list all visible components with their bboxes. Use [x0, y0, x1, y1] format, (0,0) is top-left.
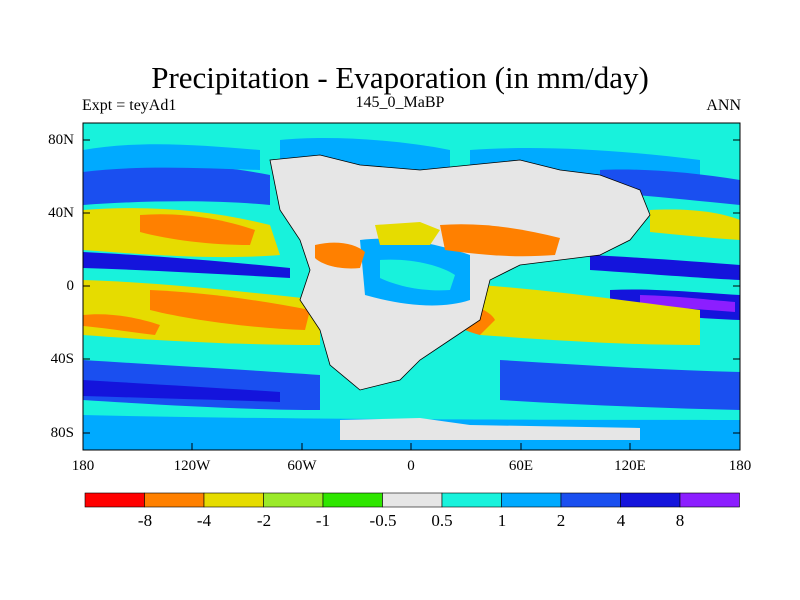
colorbar-label: 1 [497, 511, 507, 530]
southern-indian-blue [500, 360, 740, 410]
indo-pacific-purple [640, 295, 735, 312]
colorbar-swatch [620, 492, 681, 508]
south-indian-subtropics [480, 285, 700, 345]
colorbar-swatch [322, 492, 383, 508]
season-label: ANN [706, 97, 741, 114]
colorbar-swatch [560, 492, 621, 508]
colorbar-swatch [144, 492, 205, 508]
colorbar-swatch [501, 492, 562, 508]
colorbar [84, 492, 740, 508]
colorbar-label: -8 [137, 511, 153, 530]
west-pacific-subtropics [650, 209, 740, 240]
axis-ticks [82, 139, 741, 450]
lat-label-40n: 40N [48, 205, 74, 221]
lon-label-60e: 60E [508, 458, 534, 474]
colorbar-label: -2 [256, 511, 272, 530]
southern-ocean-darkblue [83, 380, 280, 402]
lon-label-120e: 120E [614, 458, 646, 474]
antarctic-land [340, 418, 640, 440]
arctic-blue-band [83, 144, 260, 172]
colorbar-swatch [441, 492, 502, 508]
north-atlantic-blue-band [83, 164, 270, 205]
land-dry-orange-west [315, 242, 365, 269]
colorbar-label: -0.5 [369, 511, 397, 530]
equatorial-blue-band [83, 252, 290, 278]
lon-label-180w: 180 [71, 458, 95, 474]
lon-label-60w: 60W [287, 458, 317, 474]
lon-label-120w: 120W [173, 458, 211, 474]
experiment-label: Expt = teyAd1 [82, 97, 177, 114]
colorbar-label: 8 [675, 511, 685, 530]
colorbar-swatch [84, 492, 145, 508]
lat-label-80s: 80S [50, 425, 74, 441]
plot-title: Precipitation - Evaporation (in mm/day) [151, 60, 649, 95]
south-pacific-orange-west [83, 314, 160, 335]
colorbar-label: 0.5 [431, 511, 453, 530]
north-pacific-orange [140, 214, 255, 245]
colorbar-label: 2 [556, 511, 566, 530]
lon-label-0: 0 [407, 458, 415, 474]
colorbar-swatch [263, 492, 324, 508]
lat-label-80n: 80N [48, 132, 74, 148]
coastline [269, 154, 651, 391]
colorbar-swatch [382, 492, 443, 508]
age-label: 145_0_MaBP [355, 94, 445, 111]
land-yellow-zone [375, 222, 440, 245]
lat-label-40s: 40S [50, 351, 74, 367]
lon-label-180e: 180 [728, 458, 752, 474]
north-pacific-blue [600, 169, 740, 205]
lat-label-0: 0 [66, 278, 75, 294]
south-pacific-orange [150, 290, 310, 330]
west-pacific-warm-pool [590, 255, 740, 280]
land-dry-orange-north [440, 224, 560, 257]
colorbar-label: -4 [196, 511, 212, 530]
colorbar-swatch [203, 492, 264, 508]
interior-cyan-region [380, 259, 455, 291]
colorbar-label: -1 [315, 511, 331, 530]
colorbar-label: 4 [616, 511, 626, 530]
field-map [83, 123, 740, 450]
colorbar-swatch [679, 492, 740, 508]
